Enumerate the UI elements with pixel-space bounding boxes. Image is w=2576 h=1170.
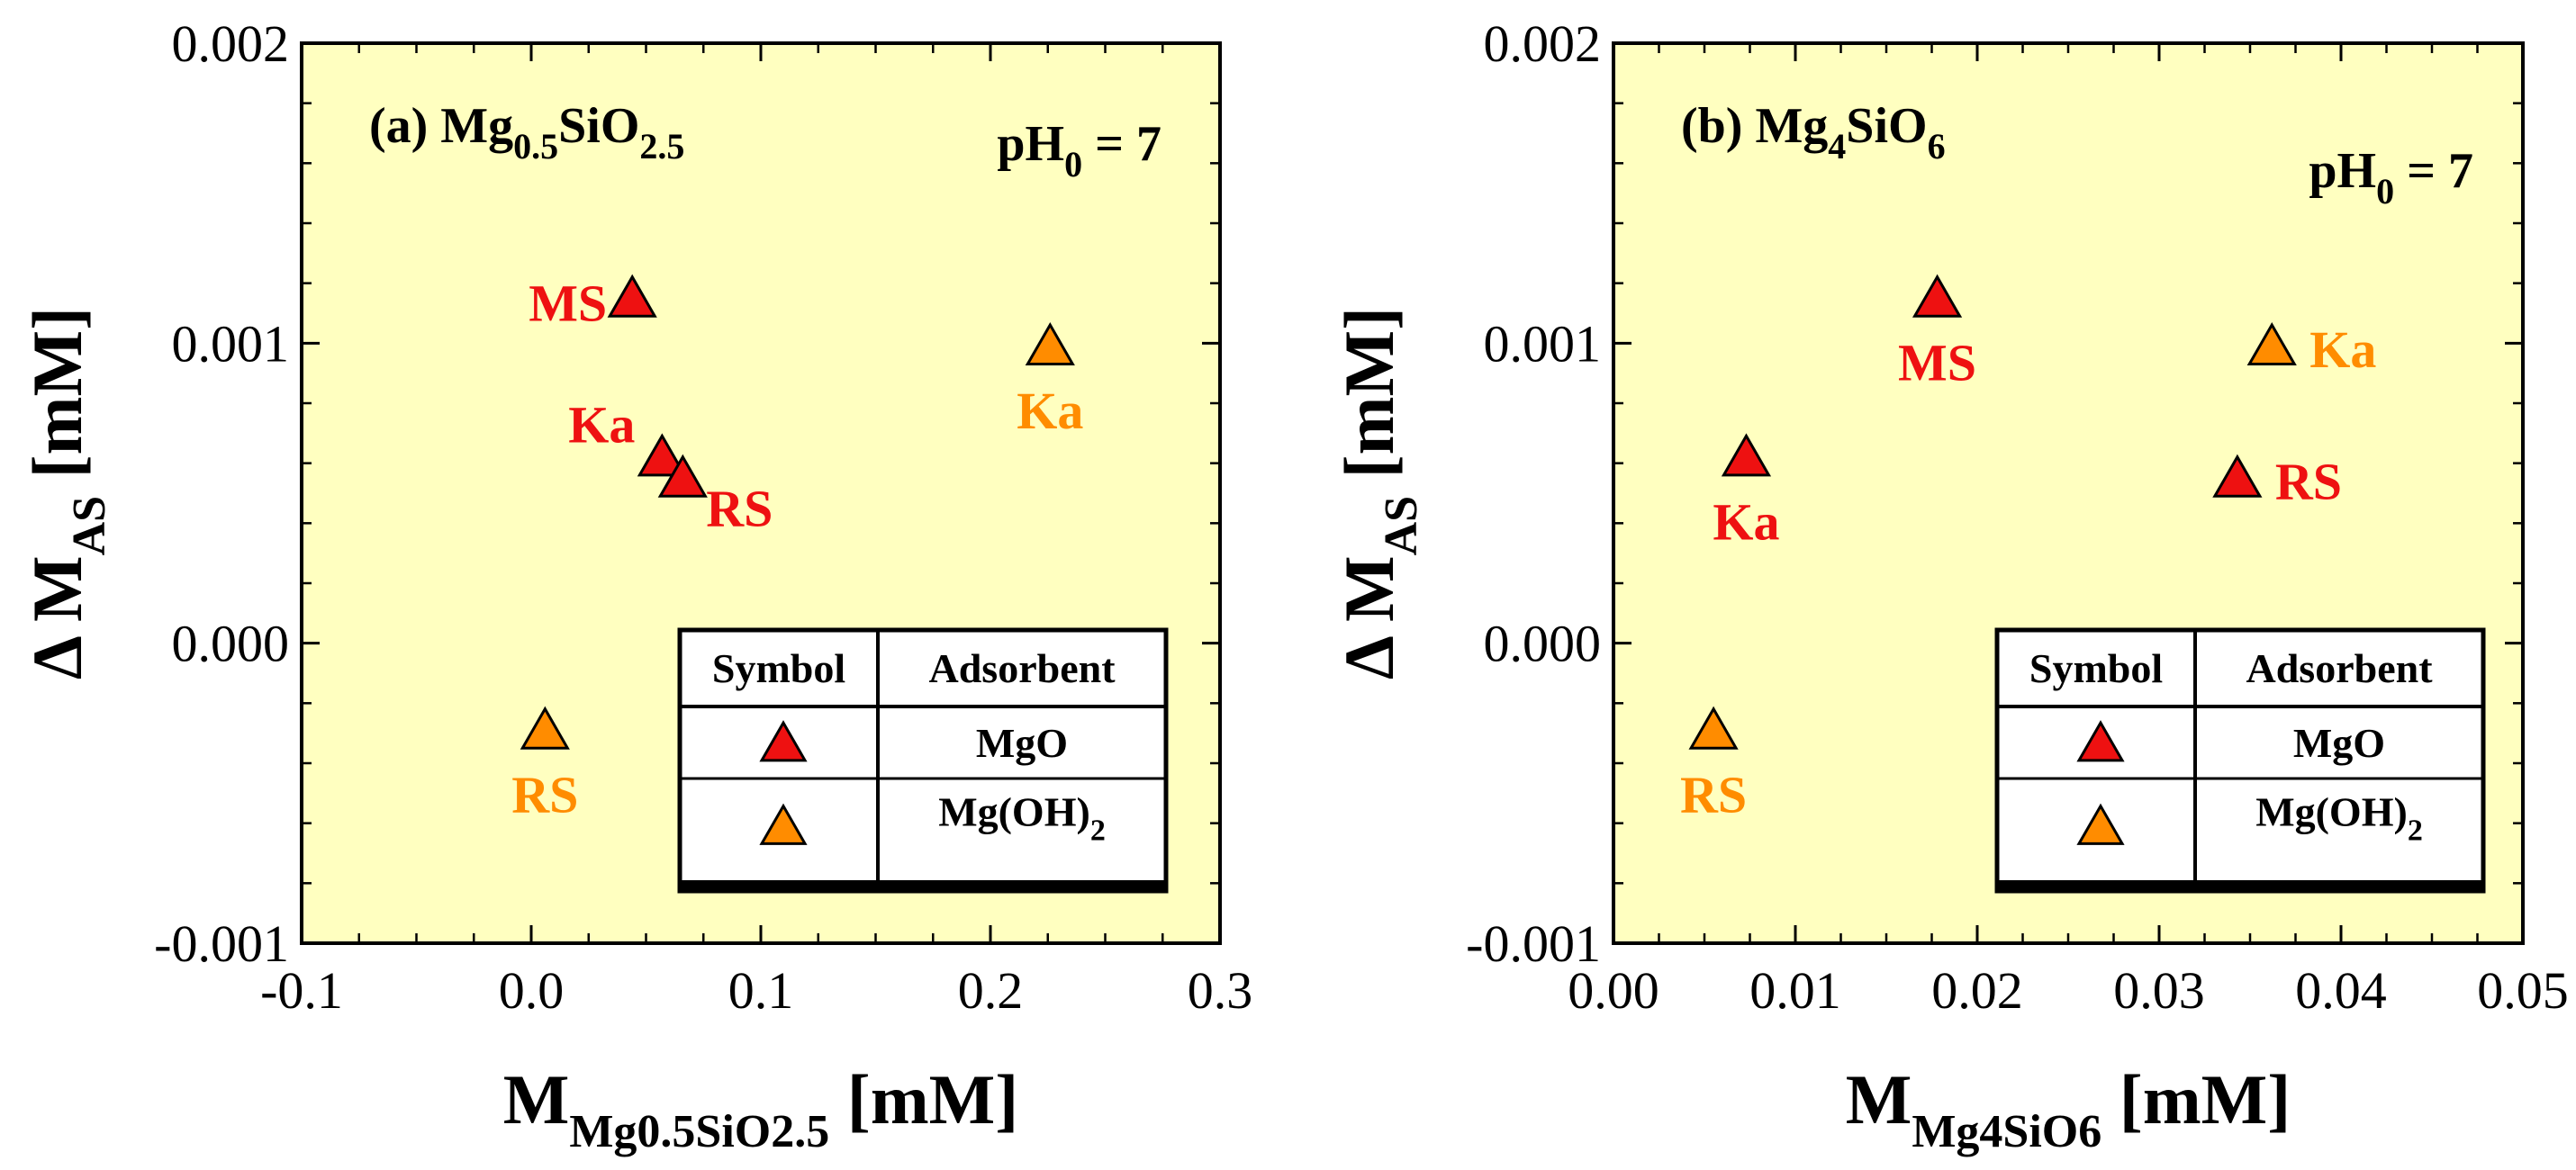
panel-label-sub2: 2.5 (639, 126, 684, 166)
x-tick-label: -0.1 (260, 961, 343, 1020)
y-tick-label: -0.001 (1466, 914, 1601, 973)
y-tick-label: -0.001 (154, 914, 289, 973)
y-tick-label: 0.002 (1484, 14, 1602, 73)
legend-header-symbol: Symbol (2029, 645, 2163, 691)
x-tick-label: 0.3 (1188, 961, 1253, 1020)
legend-label-mgoh2: Mg(OH)2 (2255, 789, 2423, 848)
data-point-mgoh2-ka (1025, 322, 1075, 366)
ph-label-suffix: = 7 (2394, 143, 2473, 199)
panel-label-prefix: (b) Mg (1681, 98, 1828, 154)
legend-bottom-bar (680, 880, 1166, 891)
y-tick-label: 0.000 (172, 615, 290, 673)
y-axis-title: Δ MAS [mM] (18, 307, 115, 680)
data-label: Ka (568, 395, 635, 454)
panel-b-chart: 0.00 0.01 0.02 0.03 0.04 0.05 -0.001 0.000 0.001… (1330, 14, 2569, 1157)
data-label: MS (1898, 334, 1976, 392)
y-axis-title-main: Δ M (1330, 555, 1408, 680)
y-axis-title-unit: [mM] (1330, 307, 1408, 496)
x-tick-label: 0.1 (728, 961, 794, 1020)
legend-symbol-mgoh2 (759, 803, 808, 845)
legend: Symbol Adsorbent MgO Mg(OH)2 (1994, 627, 2486, 894)
y-tick-label: 0.001 (172, 314, 290, 373)
y-axis-title-sub: AS (64, 496, 115, 555)
data-point-mgo-rs (657, 454, 708, 498)
y-tick-label: 0.000 (1484, 615, 1602, 673)
data-label: Ka (1017, 382, 1083, 440)
data-point-mgoh2-rs (1688, 706, 1739, 750)
data-point-mgo-ms (607, 274, 657, 318)
legend-header-symbol: Symbol (712, 645, 845, 691)
legend-symbol-mgo (759, 720, 808, 762)
x-axis-title-unit: [mM] (829, 1060, 1018, 1138)
data-point-mgo-ms (1912, 274, 1963, 318)
legend-header-adsorbent: Adsorbent (2246, 645, 2433, 691)
legend-label-mgoh2: Mg(OH)2 (938, 789, 1106, 848)
panel-label-mid: SiO (558, 98, 639, 154)
x-axis-title: MMg4SiO6 [mM] (1846, 1060, 2291, 1157)
legend-label-mgoh2-sub: 2 (1090, 814, 1106, 848)
y-tick-label: 0.002 (172, 14, 290, 73)
data-label: Ka (2309, 320, 2376, 379)
legend-label-mgo: MgO (2293, 720, 2385, 766)
x-axis-title: MMg0.5SiO2.5 [mM] (503, 1060, 1019, 1157)
x-tick-label: 0.01 (1749, 961, 1841, 1020)
data-point-mgo-ka (1721, 433, 1772, 477)
x-tick-label: 0.0 (499, 961, 565, 1020)
x-axis-title-sub: Mg4SiO6 (1912, 1106, 2101, 1157)
legend-label-mgo: MgO (976, 720, 1068, 766)
legend: Symbol Adsorbent MgO Mg(OH)2 (677, 627, 1169, 894)
data-point-mgoh2-rs (520, 706, 570, 750)
data-label: MS (529, 274, 607, 333)
panel-label-sub2: 6 (1928, 126, 1946, 166)
legend-symbol-mgoh2 (2076, 803, 2125, 845)
data-point-mgo-rs (2212, 454, 2263, 498)
x-axis-title-main: M (503, 1060, 570, 1138)
data-point-mgo-ka (637, 433, 687, 477)
ph-label-prefix: pH (997, 116, 1064, 172)
x-tick-label: 0.05 (2477, 961, 2569, 1020)
legend-bottom-bar (1997, 880, 2483, 891)
ph-label: pH0 = 7 (2309, 143, 2473, 212)
legend-label-mgoh2-main: Mg(OH) (2255, 789, 2408, 835)
data-label: RS (511, 766, 578, 824)
x-tick-label: 0.2 (958, 961, 1024, 1020)
legend-symbol-mgo (2076, 720, 2125, 762)
ph-label-prefix: pH (2309, 143, 2376, 199)
x-axis-title-unit: [mM] (2101, 1060, 2291, 1138)
data-label: RS (2275, 453, 2342, 511)
y-axis-title: Δ MAS [mM] (1330, 307, 1427, 680)
legend-label-mgoh2-sub: 2 (2408, 814, 2423, 848)
x-axis-title-sub: Mg0.5SiO2.5 (569, 1106, 829, 1157)
data-label: RS (1680, 766, 1747, 824)
x-tick-label: 0.02 (1931, 961, 2023, 1020)
panel-label-prefix: (a) Mg (369, 98, 513, 154)
ph-label-sub: 0 (2376, 171, 2394, 212)
panel-a-chart: -0.1 0.0 0.1 0.2 0.3-0.0010.0000.0010.002MMg… (18, 14, 1252, 1157)
ph-label: pH0 = 7 (997, 116, 1161, 184)
legend-label-mgoh2-main: Mg(OH) (938, 789, 1090, 835)
panel-label-sub1: 0.5 (513, 126, 558, 166)
data-label: RS (706, 480, 773, 538)
y-axis-title-sub: AS (1376, 496, 1427, 555)
x-tick-label: 0.04 (2295, 961, 2387, 1020)
data-label: Ka (1713, 492, 1779, 551)
ph-label-sub: 0 (1064, 144, 1082, 184)
x-axis-title-main: M (1846, 1060, 1912, 1138)
panel-label: (a) Mg0.5SiO2.5 (369, 98, 684, 166)
x-tick-label: 0.00 (1568, 961, 1659, 1020)
panel-label-sub1: 4 (1828, 126, 1846, 166)
ph-label-suffix: = 7 (1082, 116, 1161, 172)
x-tick-label: 0.03 (2113, 961, 2205, 1020)
y-axis-title-unit: [mM] (18, 307, 96, 496)
panel-label: (b) Mg4SiO6 (1681, 98, 1946, 166)
data-point-mgoh2-ka (2246, 322, 2297, 366)
panel-label-mid: SiO (1846, 98, 1927, 154)
y-tick-label: 0.001 (1484, 314, 1602, 373)
y-axis-title-main: Δ M (18, 555, 96, 680)
legend-header-adsorbent: Adsorbent (928, 645, 1116, 691)
